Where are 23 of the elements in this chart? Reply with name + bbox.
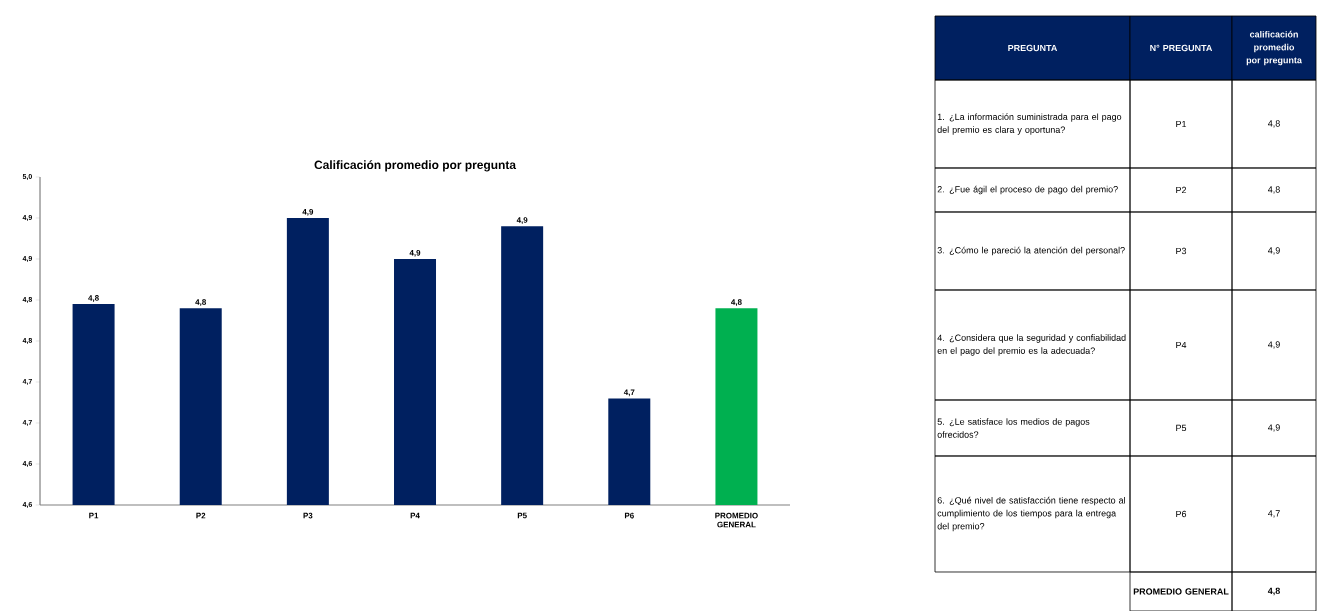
text: 4. ¿Considera que la seguridad y confiabilidad en el pago del premio es la adecuada?: [937, 334, 1126, 356]
chart-title: Calificación promedio por pregunta: [314, 160, 517, 172]
text: P5: [1176, 424, 1187, 431]
text: 4,9: [1267, 247, 1280, 255]
text: 4,9: [1267, 424, 1280, 432]
text: P3: [1176, 247, 1187, 254]
text: 4,8: [1267, 120, 1280, 128]
text: 3. ¿Cómo le pareció la atención del personal?: [937, 246, 1125, 256]
text: P1: [1176, 120, 1187, 127]
text: P4: [1176, 341, 1187, 348]
text: 4,9: [1267, 341, 1280, 349]
text: 1. ¿La información suministrada para el pago del premio es clara y oportuna?: [937, 113, 1122, 135]
text: P2: [1176, 186, 1187, 193]
text: N° PREGUNTA: [1150, 44, 1213, 51]
text: calificación promedio por pregunta: [1246, 30, 1302, 65]
text: 6. ¿Qué nivel de satisfacción tiene respecto al cumplimiento de los tiempos para la entrega del premio?: [937, 496, 1125, 531]
text: PROMEDIO GENERAL: [1133, 588, 1229, 595]
text: 4,7: [1267, 510, 1280, 518]
text: 4,8: [1267, 186, 1280, 194]
text: 4,8: [1267, 587, 1280, 596]
text: 2. ¿Fue ágil el proceso de pago del premio?: [937, 185, 1118, 195]
text: 5. ¿Le satisface los medios de pagos ofrecidos?: [937, 418, 1090, 438]
text: PREGUNTA: [1008, 44, 1058, 51]
